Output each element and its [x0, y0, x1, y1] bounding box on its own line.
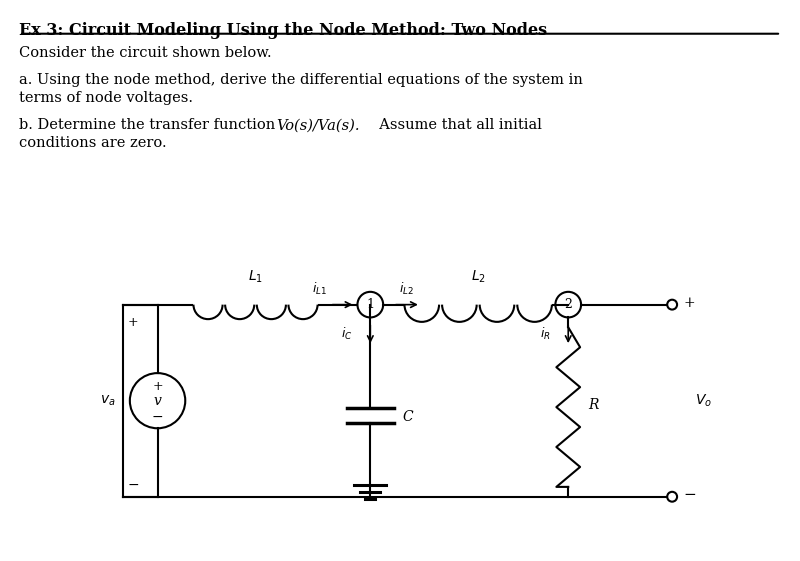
Text: +: +: [128, 316, 138, 329]
Text: $i_R$: $i_R$: [540, 326, 550, 342]
Text: Assume that all initial: Assume that all initial: [370, 118, 542, 132]
Text: Ex 3: Circuit Modeling Using the Node Method: Two Nodes: Ex 3: Circuit Modeling Using the Node Me…: [19, 22, 547, 39]
Text: a. Using the node method, derive the differential equations of the system in: a. Using the node method, derive the dif…: [19, 73, 583, 87]
Text: v: v: [154, 394, 162, 408]
Text: $V_o$: $V_o$: [695, 393, 712, 409]
Text: −: −: [128, 478, 139, 492]
Text: $i_{L1}$: $i_{L1}$: [312, 281, 327, 297]
Text: +: +: [683, 296, 694, 310]
Text: 2: 2: [564, 298, 572, 311]
Text: +: +: [152, 380, 163, 393]
Text: $i_{L2}$: $i_{L2}$: [399, 281, 414, 297]
Text: terms of node voltages.: terms of node voltages.: [19, 91, 193, 105]
Text: C: C: [402, 411, 413, 425]
Text: Vo(s)/Va(s).: Vo(s)/Va(s).: [276, 118, 360, 132]
Text: −: −: [683, 488, 696, 502]
Text: $v_a$: $v_a$: [100, 393, 116, 408]
Text: R: R: [588, 398, 598, 412]
Text: conditions are zero.: conditions are zero.: [19, 136, 166, 150]
Text: Consider the circuit shown below.: Consider the circuit shown below.: [19, 45, 272, 59]
Text: 1: 1: [366, 298, 374, 311]
Text: $i_C$: $i_C$: [341, 326, 353, 342]
Text: $L_1$: $L_1$: [248, 269, 263, 285]
Text: b. Determine the transfer function: b. Determine the transfer function: [19, 118, 280, 132]
Text: −: −: [152, 410, 163, 424]
Text: $L_2$: $L_2$: [470, 269, 486, 285]
